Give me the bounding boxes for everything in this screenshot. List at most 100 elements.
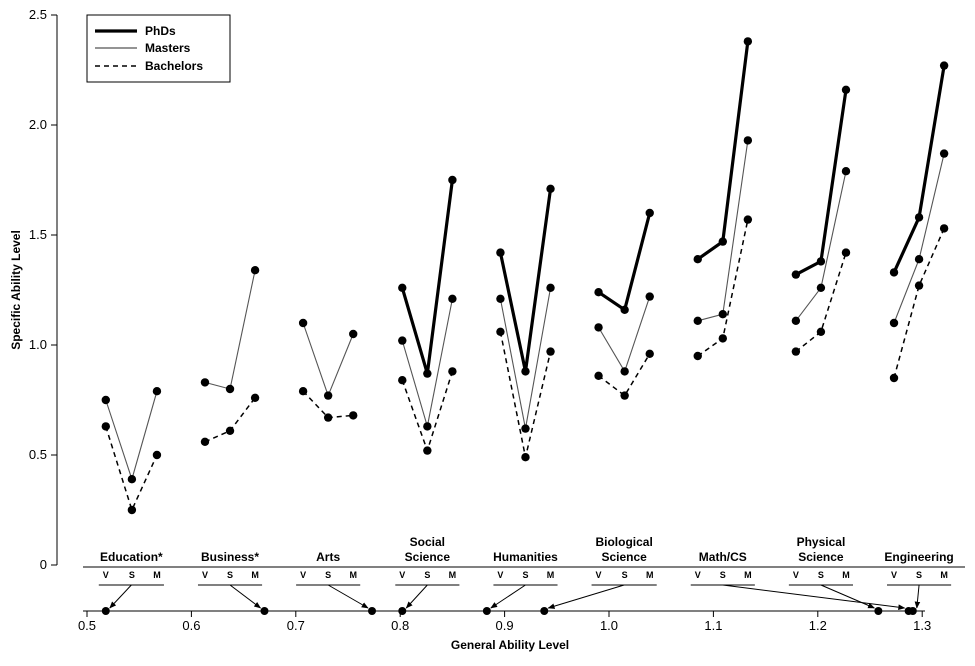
general-ability-arrow — [490, 584, 526, 609]
series-line-bachelors — [795, 252, 847, 353]
data-point-bachelors — [323, 413, 333, 422]
data-point-masters — [816, 283, 826, 292]
data-point-phds — [816, 257, 826, 266]
data-point-phds — [448, 175, 457, 185]
data-point-bachelors — [889, 373, 899, 383]
series-line-bachelors — [401, 371, 454, 453]
general-ability-point — [398, 607, 407, 615]
data-point-masters — [127, 475, 137, 484]
series-line-masters — [499, 287, 552, 429]
ability-label: V — [300, 570, 306, 580]
data-point-bachelors — [816, 327, 826, 336]
y-tick-label: 0 — [40, 557, 47, 572]
series-line-phds — [892, 65, 946, 274]
data-point-masters — [323, 391, 333, 400]
ability-label: V — [793, 570, 799, 580]
data-point-bachelors — [298, 387, 308, 396]
data-point-bachelors — [939, 224, 949, 233]
ability-label: S — [325, 570, 331, 580]
ability-label: M — [251, 570, 259, 580]
y-tick-label: 0.5 — [29, 447, 47, 462]
data-point-masters — [423, 422, 432, 431]
y-tick-label: 2.5 — [29, 7, 47, 22]
series-line-phds — [696, 41, 750, 261]
data-point-masters — [225, 384, 235, 394]
general-ability-arrow — [547, 584, 625, 609]
data-point-phds — [791, 270, 801, 279]
group-label: Science — [601, 550, 647, 564]
data-point-masters — [889, 318, 899, 328]
legend: PhDs Masters Bachelors — [86, 14, 231, 83]
series-line-masters — [204, 270, 256, 390]
series-line-bachelors — [893, 228, 945, 379]
ability-label: M — [349, 570, 357, 580]
data-point-phds — [939, 61, 949, 70]
data-point-bachelors — [101, 422, 110, 431]
data-point-bachelors — [620, 391, 629, 400]
data-point-masters — [546, 283, 555, 292]
data-point-masters — [496, 294, 505, 303]
legend-label-bachelors: Bachelors — [145, 59, 203, 73]
series-line-bachelors — [499, 331, 552, 458]
data-point-masters — [200, 378, 210, 387]
data-point-phds — [620, 305, 629, 314]
data-point-bachelors — [841, 248, 851, 257]
x-tick-label: 0.8 — [391, 618, 409, 633]
y-tick-label: 1.0 — [29, 337, 47, 352]
group-label: Biological — [595, 535, 652, 549]
data-point-masters — [521, 424, 530, 433]
group-label: Social — [410, 535, 445, 549]
group-label: Math/CS — [699, 550, 747, 564]
ability-label: V — [695, 570, 701, 580]
ability-label: M — [744, 570, 752, 580]
data-point-bachelors — [398, 376, 407, 385]
group-label: Science — [798, 550, 844, 564]
data-point-bachelors — [200, 437, 210, 446]
data-point-phds — [546, 184, 555, 193]
data-point-phds — [594, 288, 603, 297]
data-point-bachelors — [250, 393, 260, 402]
general-ability-arrow — [820, 584, 875, 609]
data-point-bachelors — [496, 327, 505, 336]
x-tick-label: 0.6 — [182, 618, 200, 633]
ability-label: V — [399, 570, 405, 580]
series-line-phds — [400, 179, 454, 375]
data-point-masters — [645, 292, 654, 301]
data-point-bachelors — [546, 347, 555, 356]
data-point-masters — [398, 336, 407, 345]
series-line-phds — [795, 89, 848, 277]
data-point-bachelors — [152, 450, 162, 460]
x-tick-label: 1.1 — [704, 618, 722, 633]
ability-label: S — [720, 570, 726, 580]
x-tick-label: 0.9 — [496, 618, 514, 633]
data-point-masters — [349, 329, 358, 339]
x-tick-label: 0.7 — [287, 618, 305, 633]
x-axis-title: General Ability Level — [451, 638, 569, 652]
ability-label: S — [424, 570, 430, 580]
data-point-masters — [298, 318, 308, 328]
general-ability-arrow — [405, 584, 428, 609]
group-label: Humanities — [493, 550, 558, 564]
ability-label: S — [129, 570, 135, 580]
legend-label-masters: Masters — [145, 41, 191, 55]
series-line-masters — [302, 322, 354, 398]
general-ability-point — [482, 607, 491, 615]
group-label: Education* — [100, 550, 163, 564]
ability-label: M — [940, 570, 948, 580]
y-tick-label: 1.5 — [29, 227, 47, 242]
data-point-bachelors — [791, 347, 801, 356]
ability-label: M — [449, 570, 457, 580]
plot-area: 0 0.5 1.0 1.5 2.0 2.5 0.5 0.6 0.7 0.8 0.9 1.0 1.1 1.2… — [29, 7, 965, 633]
data-point-masters — [693, 316, 702, 325]
general-ability-point — [368, 607, 377, 615]
group-label: Arts — [316, 550, 340, 564]
legend-label-phds: PhDs — [145, 24, 176, 38]
data-point-masters — [718, 310, 727, 319]
data-point-bachelors — [914, 281, 924, 290]
x-tick-label: 1.0 — [600, 618, 618, 633]
x-tick-label: 1.2 — [809, 618, 827, 633]
data-point-phds — [693, 255, 702, 264]
data-point-bachelors — [225, 426, 235, 435]
ability-label: M — [842, 570, 850, 580]
series-line-bachelors — [105, 426, 158, 513]
